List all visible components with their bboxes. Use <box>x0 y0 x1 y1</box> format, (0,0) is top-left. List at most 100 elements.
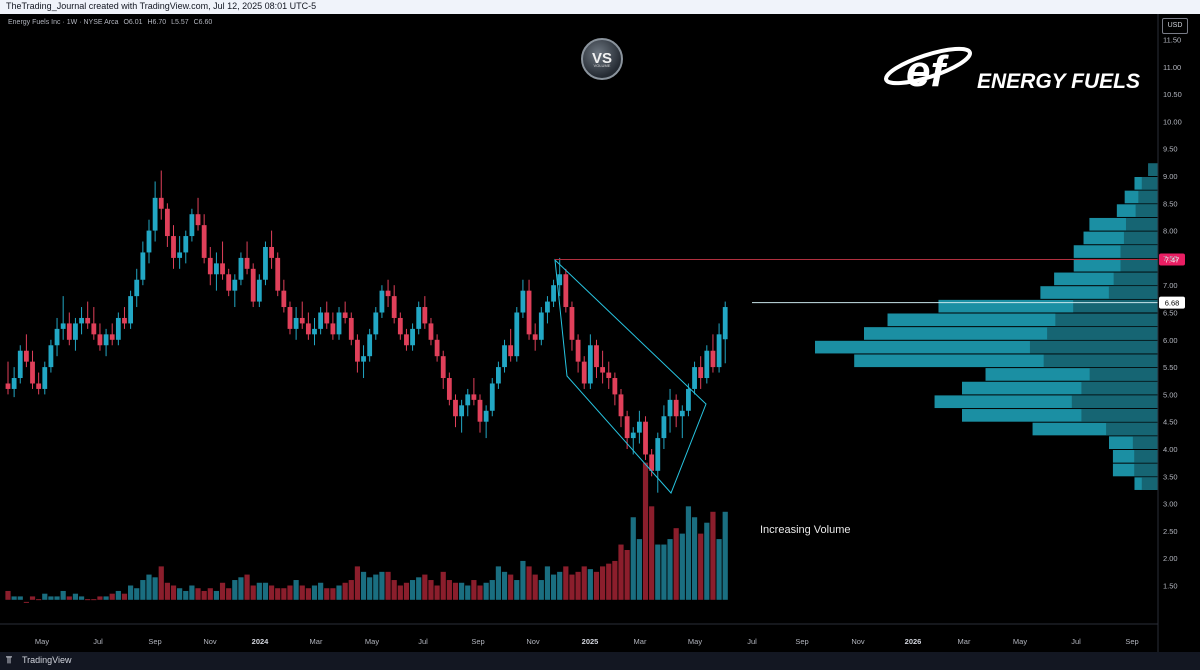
profile-bar-inner <box>1121 245 1158 258</box>
price-tick: 11.50 <box>1163 36 1181 45</box>
volume-bar <box>61 591 66 600</box>
volume-bar <box>422 575 427 600</box>
volume-bar <box>686 506 691 599</box>
volume-bar <box>226 588 231 600</box>
candle-body <box>373 313 378 335</box>
volume-bar <box>606 564 611 600</box>
volume-bar <box>24 602 29 603</box>
candle-body <box>429 323 434 339</box>
candle-body <box>655 438 660 471</box>
candle-body <box>171 236 176 258</box>
profile-bar-inner <box>1047 327 1158 340</box>
price-axis[interactable]: 1.50 2.00 2.50 3.00 3.50 4.00 4.50 5.00 5.50 6.00… <box>1163 36 1182 591</box>
candle-body <box>239 258 244 280</box>
candle-body <box>343 313 348 318</box>
candle-body <box>619 394 624 416</box>
time-tick: 2024 <box>252 637 270 646</box>
volume-bar <box>343 583 348 600</box>
energy-fuels-wordmark: ENERGY FUELS <box>977 70 1140 94</box>
candle-body <box>42 367 47 389</box>
profile-bar-inner <box>1073 300 1158 313</box>
candle-body <box>508 345 513 356</box>
time-tick: Mar <box>958 637 971 646</box>
profile-bar-inner <box>1114 273 1158 286</box>
volume-bar <box>637 539 642 600</box>
candle-body <box>649 454 654 470</box>
volume-bar <box>453 583 458 600</box>
candle-body <box>159 198 164 209</box>
profile-bar-inner <box>1081 382 1158 395</box>
volume-bar <box>373 575 378 600</box>
vs-logo-text: VS <box>583 40 621 78</box>
volume-bar <box>244 575 249 600</box>
volume-bar <box>477 586 482 600</box>
falling-channel[interactable] <box>555 260 706 493</box>
candles <box>6 171 728 493</box>
time-tick: May <box>35 637 49 646</box>
volume-bar <box>42 594 47 600</box>
candle-body <box>24 351 29 362</box>
candle-body <box>545 302 550 313</box>
price-tick: 8.00 <box>1163 227 1178 236</box>
volume-bar <box>661 545 666 600</box>
volume-bar <box>67 596 72 599</box>
price-tick: 5.50 <box>1163 363 1178 372</box>
footer-brand: TradingView <box>22 655 72 665</box>
volume-bar <box>557 572 562 600</box>
candle-body <box>723 307 728 339</box>
price-tick: 10.50 <box>1163 90 1182 99</box>
time-tick: 2025 <box>582 637 599 646</box>
profile-bar-inner <box>1124 232 1158 245</box>
candle-body <box>208 258 213 274</box>
time-tick: Sep <box>1125 637 1138 646</box>
volume-bar <box>508 575 513 600</box>
volume-bar <box>367 577 372 599</box>
volume-bar <box>471 580 476 600</box>
volume-bar <box>146 575 151 600</box>
candle-body <box>478 400 483 422</box>
candle-body <box>386 291 391 296</box>
candle-body <box>140 252 145 279</box>
volume-bar <box>36 599 41 600</box>
candle-body <box>183 236 188 252</box>
volume-bar <box>220 583 225 600</box>
price-chart[interactable]: 7.47 6.68 1.50 2.00 2.50 3.00 3.50 4.00 4.50 5.0… <box>0 0 1200 652</box>
candle-body <box>85 318 90 323</box>
candle-body <box>361 356 366 361</box>
candle-body <box>318 313 323 329</box>
candle-body <box>625 416 630 438</box>
candle-body <box>680 411 685 416</box>
volume-bar <box>710 512 715 600</box>
price-tick: 3.50 <box>1163 472 1178 481</box>
volume-bar <box>48 596 53 599</box>
candle-body <box>459 405 464 416</box>
volume-bar <box>398 586 403 600</box>
candle-body <box>674 400 679 416</box>
time-axis[interactable]: May Jul Sep Nov 2024 Mar May Jul Sep Nov 2025 Mar Ma… <box>35 637 1139 646</box>
volume-bar <box>723 512 728 600</box>
candle-body <box>484 411 489 422</box>
volume-bar <box>612 561 617 600</box>
candle-body <box>490 383 495 410</box>
volume-bar <box>189 586 194 600</box>
volume-bar <box>459 583 464 600</box>
candle-body <box>527 291 532 335</box>
svg-text:ef: ef <box>906 47 949 96</box>
candle-body <box>330 323 335 334</box>
time-tick: Sep <box>148 637 161 646</box>
candle-body <box>324 313 329 324</box>
profile-bar-inner <box>1136 204 1158 217</box>
volume-bar <box>379 572 384 600</box>
candle-body <box>232 280 237 291</box>
volume-bar <box>12 596 17 599</box>
candle-body <box>435 340 440 356</box>
candle-body <box>514 313 519 357</box>
time-tick: Jul <box>418 637 428 646</box>
candle-body <box>269 247 274 258</box>
volume-bar <box>330 588 335 600</box>
price-tick: 9.50 <box>1163 145 1178 154</box>
profile-bar-inner <box>1142 477 1158 490</box>
candle-body <box>416 307 421 329</box>
volume-bar <box>392 580 397 600</box>
candle-body <box>441 356 446 378</box>
